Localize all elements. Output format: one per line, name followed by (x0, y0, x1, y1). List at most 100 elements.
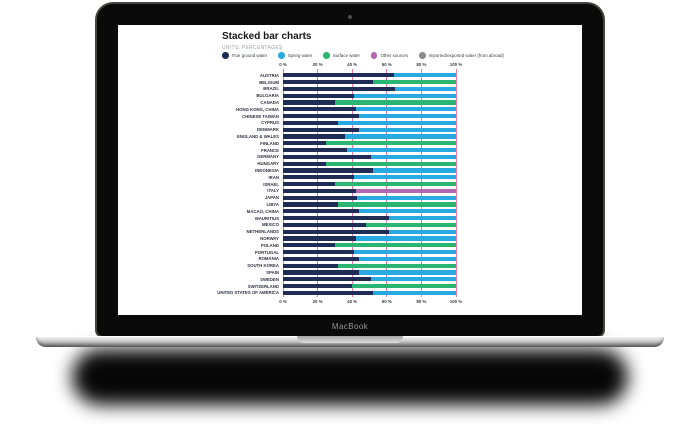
bar-segment-surface-water[interactable] (326, 141, 456, 146)
bar-segment-true-ground-water[interactable] (283, 216, 389, 221)
bar-segment-true-ground-water[interactable] (283, 107, 356, 112)
bar-segment-true-ground-water[interactable] (283, 127, 360, 132)
bar-segment-spring-water[interactable] (357, 195, 456, 200)
bar-segment-true-ground-water[interactable] (283, 195, 358, 200)
bar-segment-spring-water[interactable] (345, 134, 456, 139)
country-label: SWITZERLAND (247, 283, 279, 289)
bar-track (283, 243, 456, 248)
bar-segment-surface-water[interactable] (334, 243, 456, 248)
bar-segment-spring-water[interactable] (353, 93, 456, 98)
bar-segment-surface-water[interactable] (366, 222, 456, 228)
bar-segment-spring-water[interactable] (371, 154, 456, 160)
bar-segment-true-ground-water[interactable] (283, 134, 346, 139)
bar-segment-surface-water[interactable] (334, 182, 456, 187)
bar-segment-surface-water[interactable] (334, 100, 456, 105)
bar-segment-true-ground-water[interactable] (283, 154, 372, 160)
bar-segment-spring-water[interactable] (359, 127, 456, 132)
bar-segment-spring-water[interactable] (395, 86, 456, 92)
bar-segment-spring-water[interactable] (388, 216, 456, 221)
bar-segment-spring-water[interactable] (355, 236, 456, 241)
bar-segment-spring-water[interactable] (338, 120, 456, 126)
country-label: BRAZIL (263, 86, 279, 92)
bar-segment-spring-water[interactable] (372, 168, 456, 173)
bar-row-cyprus: CYPRUS (118, 120, 582, 127)
bar-track (283, 229, 456, 234)
country-label: BULGARIA (256, 93, 279, 99)
bar-segment-true-ground-water[interactable] (283, 188, 356, 194)
bar-track (283, 168, 456, 173)
bar-segment-true-ground-water[interactable] (283, 250, 354, 255)
bar-segment-true-ground-water[interactable] (283, 100, 335, 105)
bar-track (283, 290, 456, 295)
legend-item-other-sources[interactable]: Other sources (370, 52, 408, 59)
webcam-icon (348, 15, 352, 19)
bar-segment-true-ground-water[interactable] (283, 80, 373, 85)
bar-segment-true-ground-water[interactable] (283, 290, 373, 295)
bar-segment-surface-water[interactable] (372, 80, 456, 85)
bar-segment-true-ground-water[interactable] (283, 114, 360, 119)
bar-segment-spring-water[interactable] (372, 290, 456, 295)
bar-segment-surface-water[interactable] (326, 161, 456, 166)
bar-segment-spring-water[interactable] (353, 175, 456, 180)
bar-segment-true-ground-water[interactable] (283, 73, 394, 78)
bar-segment-spring-water[interactable] (353, 250, 456, 255)
bar-segment-true-ground-water[interactable] (283, 168, 373, 173)
bar-track (283, 148, 456, 153)
country-label: ITALY (267, 188, 279, 194)
bar-track (283, 134, 456, 139)
legend-item-true-ground-water[interactable]: True ground water (222, 52, 267, 59)
bar-segment-true-ground-water[interactable] (283, 120, 339, 126)
bar-segment-true-ground-water[interactable] (283, 93, 354, 98)
legend-item-imported-exported-water-from-abroad[interactable]: Imported/exported water (from abroad) (419, 52, 504, 59)
country-label: AUSTRIA (259, 72, 279, 78)
bar-segment-surface-water[interactable] (338, 202, 456, 207)
bar-segment-spring-water[interactable] (347, 148, 456, 153)
bar-segment-true-ground-water[interactable] (283, 182, 335, 187)
legend-item-spring-water[interactable]: Spring water (278, 52, 312, 59)
bar-segment-true-ground-water[interactable] (283, 270, 360, 275)
bar-segment-true-ground-water[interactable] (283, 277, 372, 282)
bar-segment-true-ground-water[interactable] (283, 243, 335, 248)
x-axis-top: 0 % 20 % 40 % 60 % 80 % 100 % (279, 62, 462, 68)
bar-segment-true-ground-water[interactable] (283, 284, 353, 289)
bar-segment-true-ground-water[interactable] (283, 175, 354, 180)
bar-segment-true-ground-water[interactable] (283, 202, 339, 207)
bar-segment-spring-water[interactable] (371, 277, 456, 282)
bar-row-mexico: MEXICO (118, 222, 582, 229)
bar-segment-true-ground-water[interactable] (283, 161, 327, 166)
bar-track (283, 188, 456, 194)
legend-item-surface-water[interactable]: Surface water (323, 52, 360, 59)
bar-segment-spring-water[interactable] (359, 114, 456, 119)
x-axis-bottom: 0 % 20 % 40 % 60 % 80 % 100 % (279, 299, 462, 305)
bar-segment-true-ground-water[interactable] (283, 141, 327, 146)
bar-segment-spring-water[interactable] (393, 73, 456, 78)
bar-segment-spring-water[interactable] (359, 270, 456, 275)
bar-track (283, 209, 456, 214)
bar-segment-true-ground-water[interactable] (283, 256, 360, 261)
bar-row-canada: CANADA (118, 99, 582, 106)
bar-segment-true-ground-water[interactable] (283, 229, 389, 234)
bar-row-england-wales: ENGLAND & WALES (118, 133, 582, 140)
bar-track (283, 154, 456, 160)
bar-segment-surface-water[interactable] (338, 263, 456, 268)
bar-segment-true-ground-water[interactable] (283, 222, 367, 228)
bar-row-netherlands: NETHERLANDS (118, 228, 582, 235)
bar-segment-spring-water[interactable] (355, 107, 456, 112)
bar-track (283, 277, 456, 282)
country-label: LIBYA (266, 202, 280, 208)
bar-segment-spring-water[interactable] (388, 229, 456, 234)
macbook-brand-label: MacBook (331, 322, 369, 331)
bar-segment-true-ground-water[interactable] (283, 209, 360, 214)
country-label: UNITED STATES OF AMERICA (217, 290, 279, 296)
bar-segment-true-ground-water[interactable] (283, 148, 347, 153)
bar-segment-spring-water[interactable] (359, 209, 456, 214)
bar-segment-spring-water[interactable] (359, 256, 456, 261)
bar-segment-true-ground-water[interactable] (283, 263, 339, 268)
bar-segment-true-ground-water[interactable] (283, 86, 396, 92)
bar-row-portugal: PORTUGAL (118, 249, 582, 256)
bar-track (283, 127, 456, 132)
bar-segment-surface-water[interactable] (352, 284, 456, 289)
country-label: INDONESIA (255, 168, 279, 174)
bar-segment-true-ground-water[interactable] (283, 236, 356, 241)
bar-segment-other-sources[interactable] (355, 188, 456, 194)
